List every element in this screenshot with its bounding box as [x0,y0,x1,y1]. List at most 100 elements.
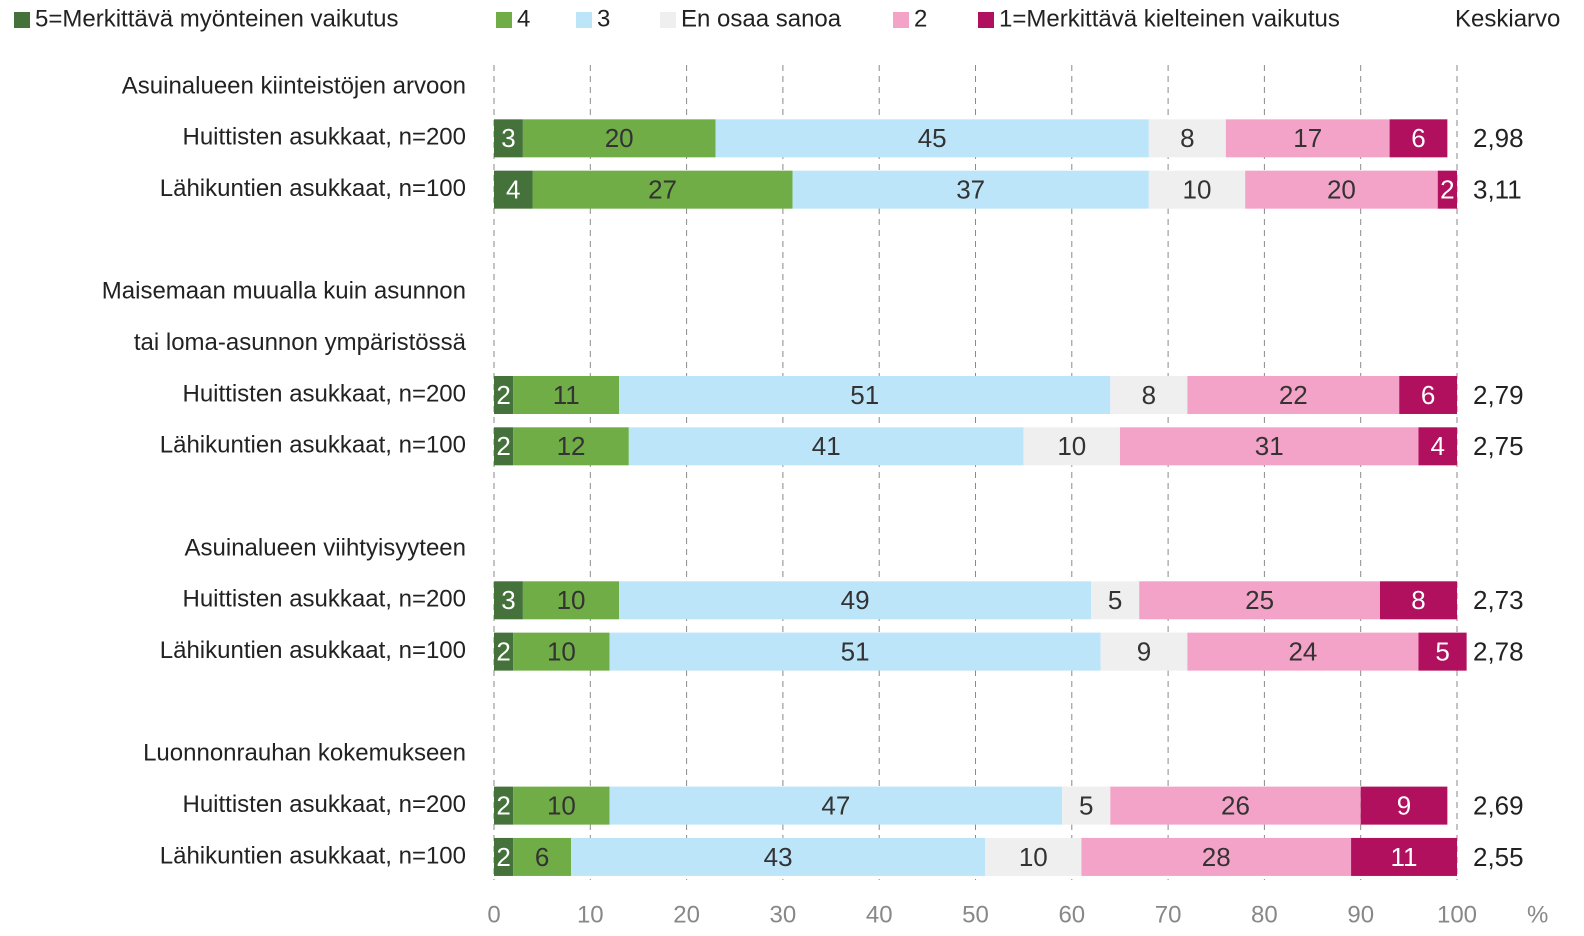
bar-segment [715,119,1149,158]
data-label: 9 [1137,637,1151,667]
bar-segment [513,786,610,825]
data-label: 2 [1440,175,1454,205]
data-label: 5 [1435,637,1449,667]
legend-label: 4 [517,5,530,32]
data-label: 20 [1327,175,1356,205]
data-label: 5 [1108,585,1122,615]
bar-segment [494,170,533,209]
bar-segment [1100,632,1188,671]
data-label: 4 [1431,431,1445,461]
mean-label: 2,78 [1473,637,1524,667]
category-label: Huittisten asukkaat, n=200 [182,791,466,818]
x-tick-label: 10 [577,901,604,928]
legend-swatch [660,12,676,28]
data-label: 24 [1288,637,1317,667]
data-label: 4 [506,175,520,205]
bar-segment [1351,837,1457,876]
data-label: 6 [1411,123,1425,153]
mean-label: 2,55 [1473,842,1524,872]
data-label: 11 [553,380,580,410]
bar-segment [1119,427,1419,466]
category-label: Huittisten asukkaat, n=200 [182,380,466,407]
bar-segment [1389,119,1448,158]
mean-label: 2,79 [1473,380,1524,410]
data-label: 8 [1142,380,1156,410]
bar-segment [1437,170,1457,209]
bar-segment [522,581,620,620]
data-label: 6 [535,842,549,872]
bar-segment [1110,375,1188,414]
bar-segment [1399,375,1457,414]
data-label: 28 [1202,842,1231,872]
data-label: 10 [1183,175,1212,205]
data-label: 12 [557,431,586,461]
data-label: 26 [1221,790,1250,820]
bar-segment [494,119,523,158]
x-unit: % [1527,901,1548,928]
x-tick-label: 70 [1155,901,1182,928]
category-label: Asuinalueen kiinteistöjen arvoon [122,72,466,99]
bar-segment [1062,786,1111,825]
data-label: 2 [496,842,510,872]
mean-label: 2,69 [1473,790,1524,820]
bar-segment [1379,581,1457,620]
data-label: 2 [496,790,510,820]
bar-segment [1148,170,1246,209]
x-tick-label: 0 [487,901,500,928]
x-tick-label: 80 [1251,901,1278,928]
bar-segment [1110,786,1361,825]
x-tick-label: 100 [1437,901,1477,928]
bar-segment [1023,427,1120,466]
bar-segment [513,427,629,466]
data-label: 10 [1057,431,1086,461]
data-label: 9 [1397,790,1411,820]
data-label: 20 [605,123,634,153]
data-label: 43 [764,842,793,872]
data-label: 31 [1255,431,1284,461]
data-label: 3 [501,585,515,615]
bar-segment [609,786,1063,825]
bar-segment [1139,581,1380,620]
bar-segment [494,786,514,825]
mean-label: 2,75 [1473,431,1524,461]
category-label: Huittisten asukkaat, n=200 [182,586,466,613]
data-label: 49 [841,585,870,615]
bar-segment [1148,119,1226,158]
bar-segment [522,119,716,158]
x-tick-label: 30 [770,901,797,928]
x-tick-label: 20 [673,901,700,928]
bar-segment [1225,119,1390,158]
mean-label: 2,98 [1473,123,1524,153]
category-label: Maisemaan muualla kuin asunnon [102,278,466,305]
data-label: 6 [1421,380,1435,410]
bar-segment [619,375,1111,414]
data-label: 45 [918,123,947,153]
data-label: 22 [1279,380,1308,410]
category-label: Luonnonrauhan kokemukseen [143,740,466,767]
bar-segment [494,375,514,414]
data-label: 47 [821,790,850,820]
legend-label: 5=Merkittävä myönteinen vaikutus [35,5,399,32]
mean-label: 2,73 [1473,585,1524,615]
bar-segment [609,632,1101,671]
category-label: Asuinalueen viihtyisyyteen [185,534,467,561]
bar-segment [1091,581,1140,620]
bar-segment [985,837,1082,876]
data-label: 8 [1180,123,1194,153]
bar-segment [513,375,620,414]
bar-segment [494,837,514,876]
data-label: 3 [501,123,515,153]
category-label: Lähikuntien asukkaat, n=100 [160,842,466,869]
legend-swatch [14,12,30,28]
data-label: 5 [1079,790,1093,820]
bar-segment [792,170,1149,209]
data-label: 51 [841,637,870,667]
bar-segment [571,837,986,876]
bar-segment [619,581,1092,620]
category-label: Lähikuntien asukkaat, n=100 [160,637,466,664]
data-label: 27 [648,175,677,205]
data-label: 37 [956,175,985,205]
bar-segment [494,581,523,620]
data-label: 11 [1391,842,1418,872]
mean-header: Keskiarvo [1455,5,1560,32]
